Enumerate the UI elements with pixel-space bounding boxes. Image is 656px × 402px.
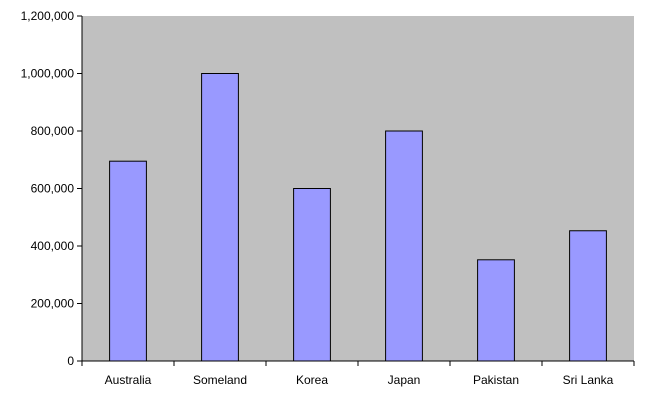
y-tick-label: 400,000 <box>31 239 75 253</box>
y-tick-label: 0 <box>67 354 74 368</box>
plot-area <box>82 16 634 361</box>
x-axis-ticks: Australia Someland Korea Japan Pakistan Sri L… <box>81 361 635 387</box>
x-tick-label: Japan <box>388 373 421 387</box>
y-tick-label: 200,000 <box>31 297 75 311</box>
y-tick-label: 600,000 <box>31 182 75 196</box>
bar-someland <box>201 73 239 362</box>
y-tick-label: 800,000 <box>31 124 75 138</box>
y-tick-label: 1,000,000 <box>21 67 75 81</box>
bar-sri-lanka <box>569 230 607 362</box>
bar-pakistan <box>477 259 515 362</box>
bar-korea <box>293 188 331 362</box>
x-tick-label: Sri Lanka <box>563 373 614 387</box>
x-tick-label: Australia <box>105 373 152 387</box>
x-tick-label: Pakistan <box>473 373 519 387</box>
x-tick-label: Korea <box>296 373 328 387</box>
y-axis-ticks: 0 200,000 400,000 600,000 800,000 1,000,000 1,… <box>21 9 82 368</box>
y-tick-label: 1,200,000 <box>21 9 75 23</box>
bar-japan <box>385 130 423 362</box>
bars-group <box>109 73 607 362</box>
bar-australia <box>109 160 147 362</box>
x-tick-label: Someland <box>193 373 247 387</box>
